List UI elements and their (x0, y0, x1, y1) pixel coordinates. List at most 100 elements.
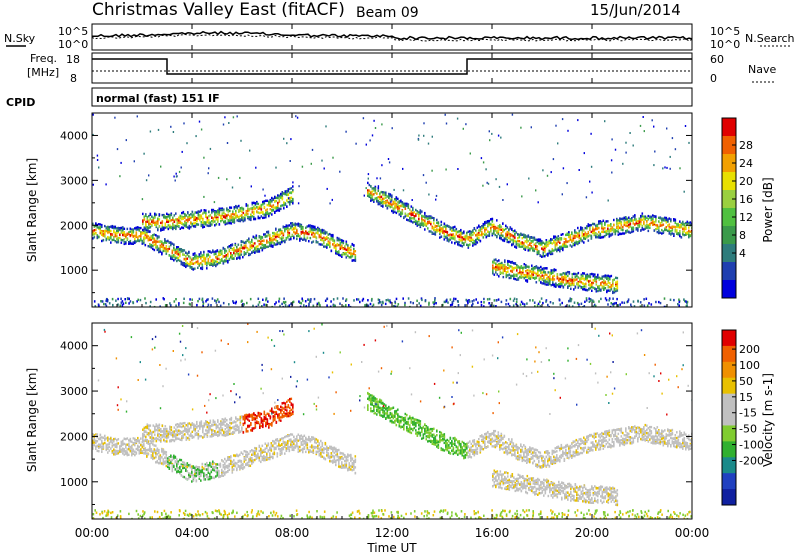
scatter-cell (685, 227, 687, 230)
ground-scatter-cell (389, 301, 392, 304)
scatter-cell (383, 191, 386, 194)
scatter-cell (379, 192, 381, 195)
scatter-cell (653, 223, 656, 226)
scatter-cell (560, 237, 563, 240)
scatter-cell (305, 239, 307, 242)
scatter-cell (205, 215, 207, 218)
ground-scatter-cell (101, 300, 104, 303)
speckle-cell (530, 126, 532, 129)
scatter-cell (688, 229, 690, 232)
scatter-cell (512, 239, 515, 243)
scatter-cell (336, 239, 339, 242)
scatter-cell (569, 238, 572, 242)
scatter-cell (126, 227, 129, 231)
cpid-mode: normal (fast) 151 IF (96, 92, 220, 105)
scatter-cell (146, 235, 148, 238)
scatter-cell (583, 272, 586, 275)
scatter-cell (571, 273, 574, 276)
scatter-cell (482, 225, 485, 228)
scatter-cell (401, 205, 404, 208)
scatter-cell (502, 239, 504, 242)
scatter-cell (600, 288, 602, 291)
scatter-cell (410, 220, 413, 223)
scatter-cell (193, 215, 195, 218)
scatter-cell (481, 231, 483, 234)
speckle-cell (96, 159, 99, 161)
scatter-cell (256, 205, 258, 209)
ground-scatter-cell (421, 298, 423, 302)
scatter-cell (247, 209, 249, 212)
scatter-cell (502, 275, 505, 279)
scatter-cell (257, 206, 260, 209)
speckle-cell (402, 167, 404, 170)
scatter-cell (268, 214, 270, 218)
scatter-cell (153, 233, 156, 236)
scatter-cell (373, 187, 375, 190)
ground-scatter-cell (394, 300, 396, 303)
scatter-cell (92, 222, 94, 225)
speckle-cell (487, 182, 490, 185)
ground-scatter-cell (658, 300, 660, 304)
speckle-cell (296, 116, 299, 119)
scatter-cell (143, 230, 145, 233)
ground-scatter-cell (265, 297, 268, 300)
scatter-cell (111, 445, 114, 448)
speckle-cell (611, 171, 613, 174)
scatter-cell (296, 229, 298, 232)
scatter-cell (598, 226, 600, 230)
ground-scatter-cell (615, 301, 617, 305)
nave-tick-top: 60 (710, 53, 724, 66)
scatter-cell (482, 232, 485, 236)
scatter-cell (143, 444, 145, 448)
scatter-cell (541, 282, 544, 285)
scatter-cell (551, 248, 554, 251)
scatter-cell (676, 229, 678, 232)
scatter-cell (665, 226, 668, 229)
scatter-cell (172, 227, 174, 231)
scatter-cell (354, 250, 357, 253)
speckle-cell (482, 184, 484, 187)
scatter-cell (610, 229, 612, 233)
scatter-cell (603, 286, 605, 290)
scatter-cell (232, 220, 234, 223)
scatter-cell (249, 241, 252, 245)
scatter-cell (442, 226, 444, 229)
scatter-cell (239, 218, 242, 221)
speckle-cell (120, 161, 122, 164)
scatter-cell (236, 205, 239, 208)
speckle-cell (590, 132, 592, 135)
scatter-cell (278, 200, 281, 203)
scatter-cell (238, 218, 240, 221)
ground-scatter-cell (536, 304, 539, 307)
scatter-cell (140, 448, 142, 451)
scatter-cell (281, 197, 284, 200)
scatter-cell (324, 245, 327, 248)
scatter-cell (507, 270, 509, 273)
scatter-cell (99, 436, 102, 440)
ground-scatter-cell (309, 300, 311, 304)
scatter-cell (686, 232, 689, 235)
scatter-cell (579, 277, 581, 281)
scatter-cell (557, 240, 560, 243)
scatter-cell (122, 231, 124, 235)
scatter-cell (342, 241, 345, 245)
ground-scatter-cell (353, 299, 355, 302)
scatter-cell (140, 437, 142, 440)
speckle-cell (365, 187, 367, 190)
scatter-cell (575, 241, 578, 245)
scatter-cell (522, 266, 524, 270)
scatter-cell (98, 235, 100, 239)
scatter-cell (156, 248, 159, 252)
scatter-cell (566, 232, 569, 236)
ground-scatter-cell (539, 300, 541, 303)
scatter-cell (108, 441, 111, 445)
ground-scatter-cell (394, 301, 397, 305)
scatter-cell (182, 223, 185, 226)
scatter-cell (210, 262, 213, 266)
scatter-cell (569, 236, 572, 239)
scatter-cell (553, 285, 556, 288)
scatter-cell (371, 195, 374, 198)
speckle-cell (92, 183, 94, 186)
scatter-cell (250, 218, 252, 222)
scatter-cell (565, 279, 568, 282)
